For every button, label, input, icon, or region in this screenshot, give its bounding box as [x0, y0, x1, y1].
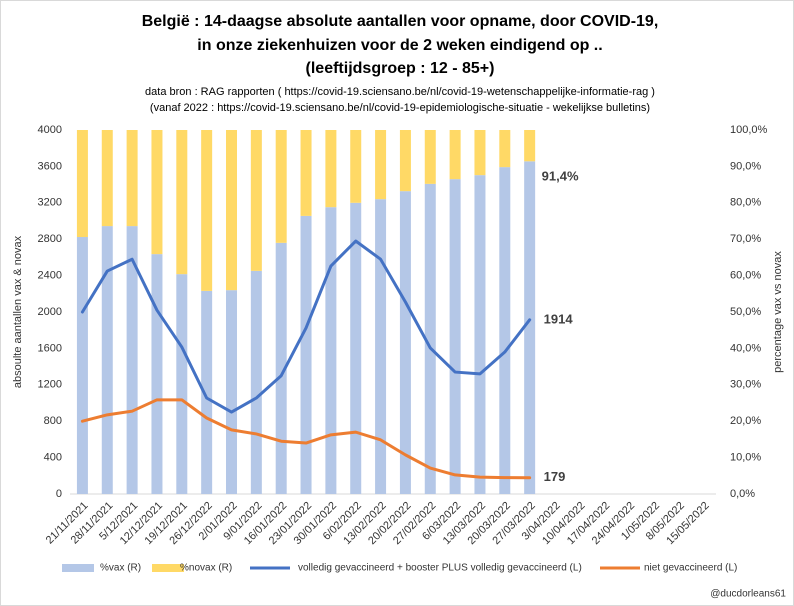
- bar: [375, 130, 387, 200]
- bar: [300, 130, 312, 216]
- y-tick-label: 3200: [38, 197, 62, 209]
- y2-tick-label: 90,0%: [730, 160, 761, 172]
- y-tick-label: 2800: [38, 233, 62, 245]
- bar: [226, 130, 237, 291]
- bar: [300, 215, 312, 495]
- subtitle: data bron : RAG rapporten ( https://covi…: [145, 86, 655, 98]
- bar: [201, 130, 213, 291]
- bar: [350, 202, 362, 495]
- y-tick-label: 0: [56, 488, 62, 500]
- bar: [126, 130, 138, 227]
- bar: [399, 130, 411, 192]
- bar: [101, 130, 113, 227]
- bar: [126, 226, 138, 494]
- bar: [449, 179, 461, 494]
- y2-tick-label: 40,0%: [730, 342, 761, 354]
- legend-swatch: [152, 564, 184, 572]
- bar: [325, 130, 337, 208]
- bar: [524, 161, 536, 494]
- legend-label: %novax (R): [180, 563, 232, 574]
- legend-label: niet gevaccineerd (L): [644, 563, 737, 574]
- bar: [151, 254, 163, 494]
- chart-title: (leeftijdsgroep : 12 - 85+): [306, 60, 495, 77]
- bar: [399, 191, 411, 495]
- bar: [250, 130, 262, 271]
- bar: [499, 130, 511, 168]
- bar: [499, 167, 511, 495]
- bar: [375, 199, 387, 494]
- legend-label: volledig gevaccineerd + booster PLUS vol…: [298, 563, 582, 574]
- bar: [350, 130, 362, 203]
- y2-tick-label: 0,0%: [730, 488, 755, 500]
- subtitle: (vanaf 2022 : https://covid-19.sciensano…: [150, 102, 650, 114]
- bar: [176, 274, 188, 494]
- y2-tick-label: 60,0%: [730, 270, 761, 282]
- bar: [76, 237, 88, 495]
- legend-swatch: [62, 564, 94, 572]
- bar: [474, 130, 486, 176]
- bar: [275, 130, 287, 243]
- data-label: 179: [544, 469, 566, 484]
- chart-title: in onze ziekenhuizen voor de 2 weken ein…: [197, 37, 602, 54]
- bar: [226, 290, 237, 494]
- data-label: 1914: [544, 311, 574, 326]
- bar: [201, 290, 213, 494]
- chart-title: België : 14-daagse absolute aantallen vo…: [142, 13, 659, 30]
- y-tick-label: 1200: [38, 379, 62, 391]
- bar: [76, 130, 88, 238]
- bar: [449, 130, 461, 180]
- y-tick-label: 1600: [38, 342, 62, 354]
- y2-tick-label: 20,0%: [730, 415, 761, 427]
- y-tick-label: 400: [44, 452, 62, 464]
- bar: [250, 270, 262, 494]
- y-tick-label: 2000: [38, 306, 62, 318]
- y2-axis-label: percentage vax vs novax: [772, 251, 784, 373]
- y-tick-label: 3600: [38, 160, 62, 172]
- y2-tick-label: 70,0%: [730, 233, 761, 245]
- bar: [176, 130, 188, 275]
- bar: [325, 207, 337, 494]
- y-axis-label: absoulte aantallen vax & novax: [12, 235, 24, 388]
- bar: [474, 175, 486, 495]
- y2-tick-label: 100,0%: [730, 124, 768, 136]
- line: [80, 239, 532, 414]
- data-label: 91,4%: [542, 169, 579, 184]
- y2-tick-label: 80,0%: [730, 197, 761, 209]
- y-tick-label: 2400: [38, 270, 62, 282]
- y2-tick-label: 50,0%: [730, 306, 761, 318]
- bar: [524, 130, 536, 162]
- bar: [275, 242, 287, 494]
- bar: [424, 130, 436, 184]
- legend-label: %vax (R): [100, 563, 141, 574]
- y2-tick-label: 30,0%: [730, 379, 761, 391]
- bar: [101, 226, 113, 494]
- y-tick-label: 4000: [38, 124, 62, 136]
- bar: [151, 130, 163, 255]
- y2-tick-label: 10,0%: [730, 452, 761, 464]
- credit: @ducdorleans61: [710, 589, 786, 600]
- y-tick-label: 800: [44, 415, 62, 427]
- bar: [424, 183, 436, 494]
- line: [80, 398, 532, 480]
